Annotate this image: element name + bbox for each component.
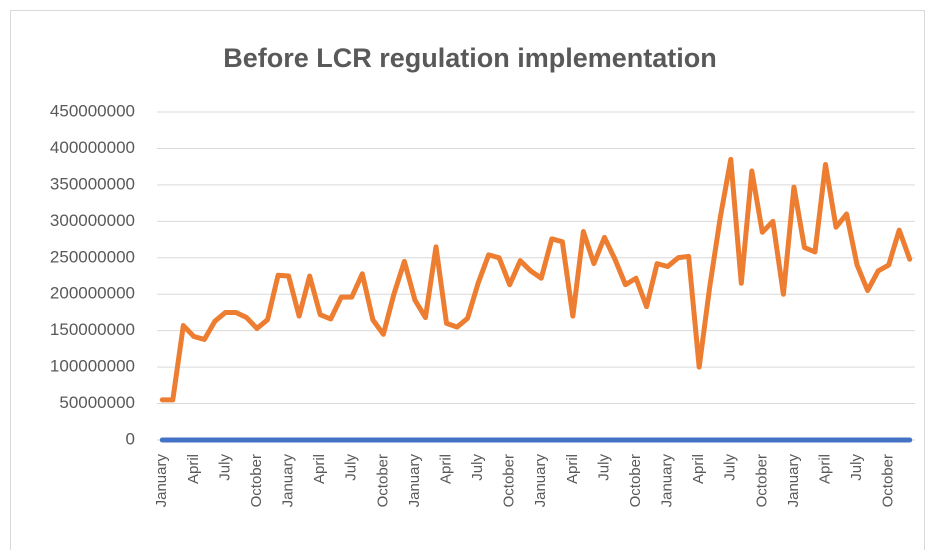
x-tick-label: October (753, 454, 770, 507)
x-tick-label: April (690, 454, 707, 484)
x-tick-label: January (532, 454, 549, 508)
x-tick-label: July (722, 454, 739, 481)
x-tick-label: April (437, 454, 454, 484)
y-tick-label: 100000000 (50, 357, 135, 376)
x-tick-label: October (501, 454, 518, 507)
chart-title: Before LCR regulation implementation (223, 43, 717, 73)
x-tick-label: October (880, 454, 897, 507)
x-tick-label: January (280, 454, 297, 508)
x-tick-label: July (343, 454, 360, 481)
x-tick-label: April (311, 454, 328, 484)
y-tick-label: 50000000 (59, 393, 135, 412)
x-tick-label: July (216, 454, 233, 481)
x-tick-label: January (659, 454, 676, 508)
x-tick-label: October (627, 454, 644, 507)
x-tick-label: January (785, 454, 802, 508)
x-tick-label: January (406, 454, 423, 508)
x-tick-label: July (848, 454, 865, 481)
x-tick-label: October (374, 454, 391, 507)
x-tick-label: April (816, 454, 833, 484)
x-tick-label: July (595, 454, 612, 481)
x-tick-label: January (153, 454, 170, 508)
x-tick-label: July (469, 454, 486, 481)
x-tick-label: April (564, 454, 581, 484)
y-tick-label: 150000000 (50, 320, 135, 339)
y-tick-label: 350000000 (50, 174, 135, 193)
y-tick-label: 450000000 (50, 101, 135, 120)
y-tick-label: 300000000 (50, 211, 135, 230)
y-tick-label: 0 (126, 429, 135, 448)
chart-frame (10, 10, 925, 550)
x-tick-label: April (185, 454, 202, 484)
line-series (159, 156, 913, 403)
y-tick-label: 400000000 (50, 138, 135, 157)
y-tick-label: 250000000 (50, 247, 135, 266)
y-tick-label: 200000000 (50, 284, 135, 303)
x-tick-label: October (248, 454, 265, 507)
